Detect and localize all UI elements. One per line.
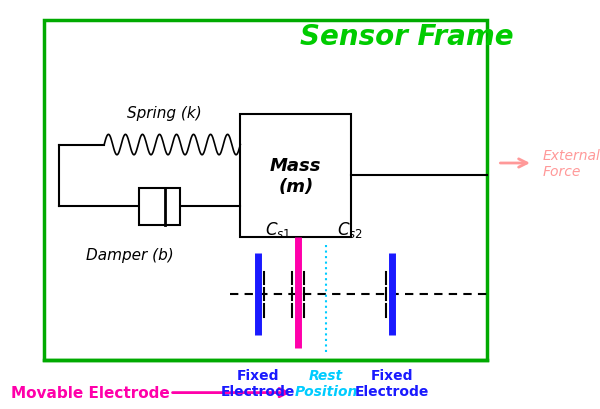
Text: Fixed
Electrode: Fixed Electrode [355,368,429,398]
Text: Damper (b): Damper (b) [86,247,173,263]
Bar [241,115,351,237]
Text: $C_{s2}$: $C_{s2}$ [337,219,363,239]
Text: Mass
(m): Mass (m) [270,157,322,195]
Text: Fixed
Electrode: Fixed Electrode [221,368,295,398]
Text: Spring (k): Spring (k) [127,106,202,121]
Text: $C_{s1}$: $C_{s1}$ [265,219,291,239]
Text: Sensor Frame: Sensor Frame [300,23,514,51]
Text: Rest
Position: Rest Position [295,368,358,398]
Text: Movable Electrode: Movable Electrode [11,385,170,400]
Bar [139,188,180,225]
Text: External
Force: External Force [543,148,600,179]
